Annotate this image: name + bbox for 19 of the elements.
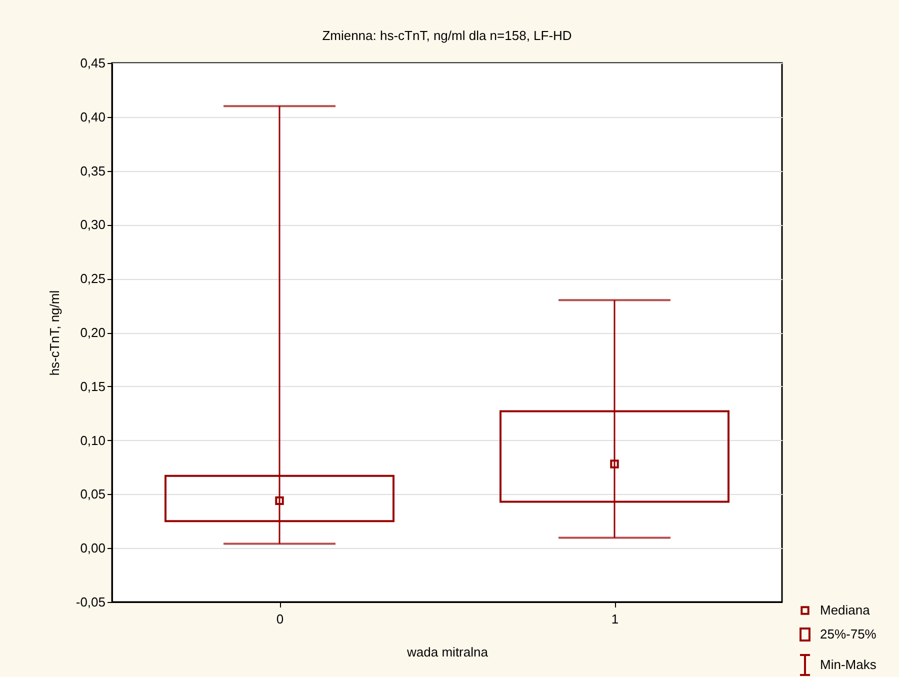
y-tick-label: -0,05 (76, 594, 106, 610)
y-tick-label: 0,10 (80, 432, 106, 448)
y-tick-label: 0,25 (80, 271, 106, 286)
y-tick-label: 0,45 (80, 56, 106, 70)
x-axis-title: wada mitralna (406, 644, 489, 660)
y-axis-title: hs-cTnT, ng/ml (46, 290, 62, 376)
y-tick-label: 0,00 (80, 540, 106, 556)
text: Mediana (820, 602, 871, 618)
x-tick-label: 1 (611, 612, 619, 626)
text: 25%-75% (820, 626, 877, 642)
text: Min-Maks (820, 657, 877, 672)
y-tick-label: 0,05 (80, 486, 106, 502)
y-tick-label: 0,30 (80, 217, 106, 232)
chart-title: Zmienna: hs-cTnT, ng/ml dla n=158, LF-HD (322, 28, 572, 43)
y-tick-label: 0,15 (80, 378, 106, 394)
x-tick-label: 0 (276, 612, 284, 626)
y-tick-label: 0,40 (80, 109, 106, 124)
y-tick-label: 0,20 (80, 325, 106, 340)
y-tick-label: 0,35 (80, 163, 106, 178)
